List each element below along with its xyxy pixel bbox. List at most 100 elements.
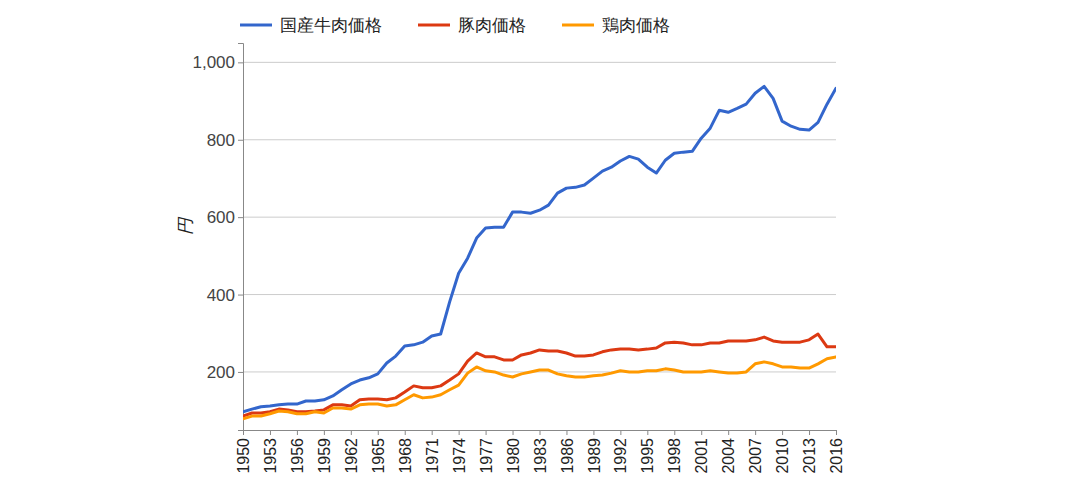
y-tick-mark bbox=[238, 140, 243, 141]
x-tick-label: 1965 bbox=[370, 438, 387, 474]
x-tick-mark bbox=[486, 430, 487, 435]
legend-swatch bbox=[418, 24, 450, 27]
x-tick: 1986 bbox=[559, 430, 576, 474]
x-tick: 2004 bbox=[720, 430, 737, 474]
x-tick-label: 2004 bbox=[720, 438, 737, 474]
grid-line bbox=[243, 62, 836, 63]
x-tick: 1980 bbox=[505, 430, 522, 474]
y-tick-label: 600 bbox=[207, 208, 235, 227]
plot: 200 400 600 800 1,000 1950 1953 1956 1959 1962 196… bbox=[192, 44, 845, 474]
x-tick-mark bbox=[297, 430, 298, 435]
x-tick-mark bbox=[513, 430, 514, 435]
x-tick-label: 1995 bbox=[639, 438, 656, 474]
x-tick: 2016 bbox=[828, 430, 845, 474]
legend-item: 国産牛肉価格 bbox=[240, 16, 382, 35]
y-tick-mark bbox=[238, 372, 243, 373]
x-tick: 1962 bbox=[343, 430, 360, 474]
x-tick-label: 1962 bbox=[343, 438, 360, 474]
x-axis: 1950 1953 1956 1959 1962 1965 1968 1971 1974 1977… bbox=[235, 430, 845, 474]
x-tick-label: 1983 bbox=[532, 438, 549, 474]
x-tick-label: 2010 bbox=[774, 438, 791, 474]
x-tick: 1989 bbox=[586, 430, 603, 474]
y-tick-label: 1,000 bbox=[192, 53, 235, 72]
y-tick: 600 bbox=[207, 208, 243, 227]
y-tick-label: 200 bbox=[207, 363, 235, 382]
x-tick: 1965 bbox=[370, 430, 387, 474]
grid-line bbox=[243, 294, 836, 295]
x-tick-label: 1998 bbox=[666, 438, 683, 474]
x-tick: 1953 bbox=[262, 430, 279, 474]
x-tick-label: 2013 bbox=[801, 438, 818, 474]
x-tick-label: 2016 bbox=[828, 438, 845, 474]
x-tick-label: 2001 bbox=[693, 438, 710, 474]
legend-swatch bbox=[240, 24, 272, 27]
y-tick: 800 bbox=[207, 131, 243, 150]
grid-line bbox=[243, 217, 836, 218]
y-tick: 1,000 bbox=[192, 53, 243, 72]
chart: 200 400 600 800 1,000 1950 1953 1956 1959 1962 196… bbox=[0, 0, 1080, 500]
x-tick: 1983 bbox=[532, 430, 549, 474]
x-tick: 2010 bbox=[774, 430, 791, 474]
y-tick: 200 bbox=[207, 363, 243, 382]
series-line bbox=[243, 86, 836, 411]
x-tick-label: 1977 bbox=[478, 438, 495, 474]
x-tick-label: 1959 bbox=[316, 438, 333, 474]
legend-label: 鶏肉価格 bbox=[602, 16, 670, 35]
x-tick-label: 2007 bbox=[747, 438, 764, 474]
x-tick-mark bbox=[701, 430, 702, 435]
series-lines bbox=[243, 86, 836, 418]
x-tick: 1995 bbox=[639, 430, 656, 474]
x-tick-label: 1971 bbox=[424, 438, 441, 474]
legend-item: 鶏肉価格 bbox=[562, 16, 670, 35]
x-tick: 1998 bbox=[666, 430, 683, 474]
x-tick: 1974 bbox=[451, 430, 468, 474]
x-tick: 2007 bbox=[747, 430, 764, 474]
x-tick-mark bbox=[755, 430, 756, 435]
x-tick-label: 1956 bbox=[289, 438, 306, 474]
x-tick: 1971 bbox=[424, 430, 441, 474]
y-tick-mark bbox=[238, 217, 243, 218]
x-tick: 1977 bbox=[478, 430, 495, 474]
legend-label: 国産牛肉価格 bbox=[280, 16, 382, 35]
x-tick-label: 1950 bbox=[235, 438, 252, 474]
x-tick-mark bbox=[836, 430, 837, 435]
y-tick-label: 400 bbox=[207, 285, 235, 304]
x-tick: 2013 bbox=[801, 430, 818, 474]
x-tick-mark bbox=[728, 430, 729, 435]
y-axis-line bbox=[238, 44, 244, 431]
x-tick-mark bbox=[405, 430, 406, 435]
y-tick-label: 800 bbox=[207, 131, 235, 150]
x-tick-mark bbox=[809, 430, 810, 435]
x-tick-mark bbox=[647, 430, 648, 435]
y-tick-mark bbox=[238, 62, 243, 63]
x-tick: 2001 bbox=[693, 430, 710, 474]
x-tick-label: 1953 bbox=[262, 438, 279, 474]
y-tick: 400 bbox=[207, 285, 243, 304]
x-tick-mark bbox=[378, 430, 379, 435]
x-tick-mark bbox=[459, 430, 460, 435]
x-tick-mark bbox=[324, 430, 325, 435]
x-tick-mark bbox=[540, 430, 541, 435]
legend-label: 豚肉価格 bbox=[458, 16, 526, 35]
x-tick-label: 1989 bbox=[586, 438, 603, 474]
y-tick-mark bbox=[238, 295, 243, 296]
x-tick: 1968 bbox=[397, 430, 414, 474]
x-tick: 1956 bbox=[289, 430, 306, 474]
x-tick-mark bbox=[782, 430, 783, 435]
x-tick-mark bbox=[432, 430, 433, 435]
x-tick-mark bbox=[593, 430, 594, 435]
x-tick-mark bbox=[270, 430, 271, 435]
x-tick-label: 1992 bbox=[612, 438, 629, 474]
grid-line bbox=[243, 139, 836, 140]
x-tick: 1959 bbox=[316, 430, 333, 474]
legend-item: 豚肉価格 bbox=[418, 16, 526, 35]
x-tick-label: 1968 bbox=[397, 438, 414, 474]
x-tick-mark bbox=[566, 430, 567, 435]
x-tick: 1950 bbox=[235, 430, 252, 474]
series-line bbox=[243, 334, 836, 416]
y-axis-title: 円 bbox=[176, 216, 195, 235]
x-tick-label: 1986 bbox=[559, 438, 576, 474]
grid bbox=[243, 62, 836, 372]
legend: 国産牛肉価格 豚肉価格 鶏肉価格 bbox=[240, 16, 670, 35]
y-axis: 200 400 600 800 1,000 bbox=[192, 44, 243, 431]
